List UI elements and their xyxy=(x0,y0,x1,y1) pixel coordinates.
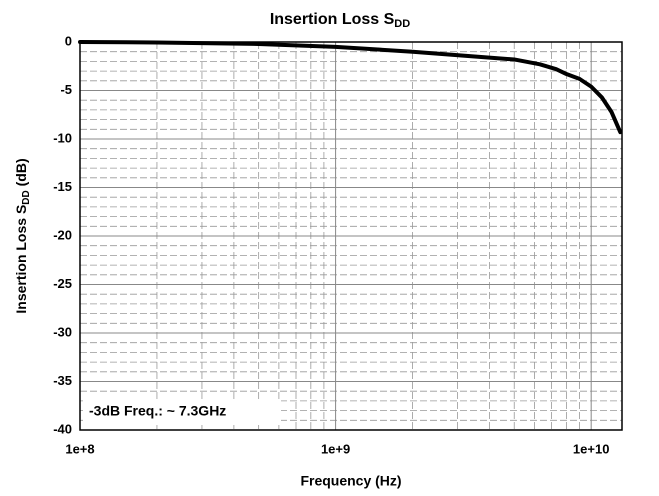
y-tick-label: -40 xyxy=(53,421,72,436)
y-label-suffix: (dB) xyxy=(13,158,29,190)
data-line xyxy=(78,40,623,135)
y-axis-label: Insertion Loss SDD (dB) xyxy=(13,158,32,313)
y-tick-label: -35 xyxy=(53,373,72,388)
annotation: -3dB Freq.: ~ 7.3GHz xyxy=(89,403,226,419)
y-tick-label: -15 xyxy=(53,179,72,194)
y-label-text: Insertion Loss S xyxy=(13,205,29,314)
title-subscript: DD xyxy=(394,18,410,30)
y-tick-label: -10 xyxy=(53,130,72,145)
x-axis-label: Frequency (Hz) xyxy=(300,473,401,489)
x-tick-label: 1e+8 xyxy=(65,441,94,456)
plot-frame xyxy=(79,41,623,431)
y-label-subscript: DD xyxy=(21,190,32,204)
chart-title: Insertion Loss SDD xyxy=(270,11,410,30)
annotation-box xyxy=(83,399,281,425)
title-text: Insertion Loss S xyxy=(270,11,395,28)
y-tick-label: -30 xyxy=(53,324,72,339)
y-tick-label: 0 xyxy=(65,33,72,48)
y-tick-label: -25 xyxy=(53,276,72,291)
x-tick-label: 1e+10 xyxy=(573,441,610,456)
y-tick-label: -20 xyxy=(53,227,72,242)
y-tick-label: -5 xyxy=(60,82,72,97)
x-tick-label: 1e+9 xyxy=(321,441,350,456)
